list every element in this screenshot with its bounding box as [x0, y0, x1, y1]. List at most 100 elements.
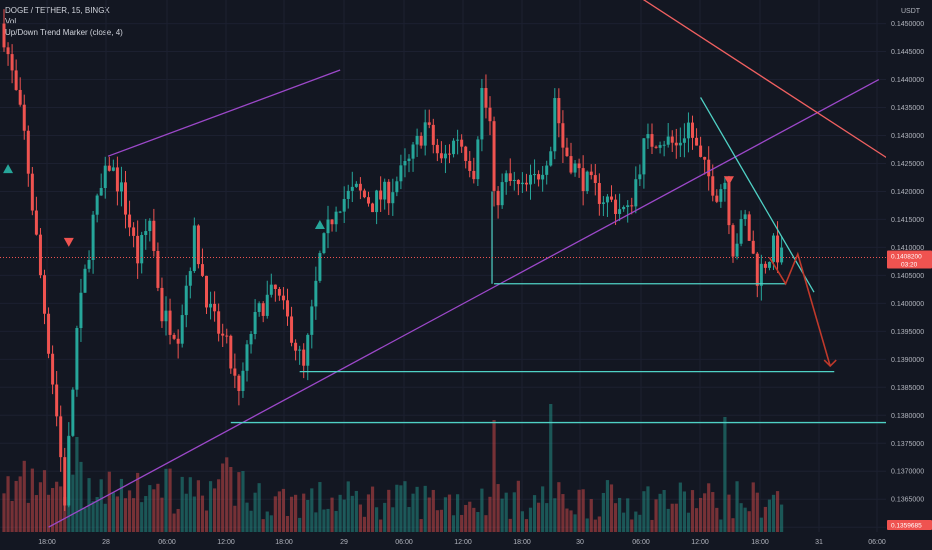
candle [452, 138, 456, 158]
candle [759, 254, 763, 301]
candle [67, 422, 71, 508]
volume-bar [59, 486, 63, 532]
candle [626, 200, 630, 223]
volume-bar [763, 506, 767, 532]
volume-bar [213, 488, 217, 532]
symbol-title[interactable]: DOGE / TETHER, 15, BINGX [5, 6, 110, 15]
candle [711, 164, 715, 202]
volume-bar [719, 519, 723, 532]
candle [346, 184, 350, 209]
time-tick-label: 12:00 [691, 539, 709, 546]
volume-bar [613, 503, 618, 532]
volume-bar [192, 496, 196, 532]
candle [55, 371, 59, 427]
candle [192, 217, 196, 273]
volume-bar [528, 507, 533, 532]
volume-bar [646, 486, 650, 532]
volume-bar [83, 508, 87, 532]
candle [674, 128, 678, 159]
volume-bar [419, 519, 423, 532]
time-tick-label: 31 [815, 539, 823, 546]
candle [431, 118, 435, 154]
candle [423, 109, 427, 156]
candle [362, 188, 366, 199]
volume-bar [472, 507, 476, 532]
candle [678, 127, 682, 157]
price-tick-label: 0.1380000 [891, 413, 924, 420]
candle [439, 141, 443, 164]
price-tick-label: 0.1445000 [891, 49, 924, 56]
channel-upper-line[interactable] [107, 69, 341, 157]
volume-bar [650, 519, 654, 532]
candle [176, 329, 180, 359]
projection-arrow [823, 359, 837, 368]
resistance-line[interactable] [612, 0, 888, 159]
volume-label[interactable]: Vol [5, 17, 17, 26]
candle [472, 157, 476, 184]
indicator-label[interactable]: Up/Down Trend Marker (close, 4) [5, 28, 123, 37]
volume-bar [115, 496, 119, 532]
candle [144, 218, 148, 250]
candle [395, 176, 399, 197]
volume-bar [229, 466, 233, 532]
volume-bar [670, 503, 674, 532]
candle [310, 299, 314, 349]
volume-bar [520, 511, 524, 532]
candle [273, 284, 277, 302]
volume-bar [314, 512, 318, 532]
candle [739, 210, 743, 247]
candle [553, 88, 557, 160]
trend-down-marker [723, 176, 734, 186]
volume-bar [184, 493, 188, 532]
chart-legend: DOGE / TETHER, 15, BINGX Vol Up/Down Tre… [5, 5, 123, 38]
candle [670, 130, 674, 152]
volume-bar [626, 498, 630, 532]
last-price-tag [887, 250, 932, 269]
volume-bar [160, 497, 164, 532]
candle [269, 273, 273, 298]
volume-bar [399, 485, 403, 532]
candle [545, 160, 549, 185]
candle [10, 44, 14, 84]
projection-path[interactable] [768, 251, 831, 367]
volume-bar [338, 494, 342, 532]
volume-bar [233, 505, 237, 532]
candle [103, 156, 107, 199]
volume-bar [780, 504, 784, 532]
volume-bar [642, 491, 646, 532]
candle [375, 189, 379, 225]
channel-lower-line[interactable] [48, 78, 880, 528]
candle [111, 159, 115, 172]
volume-bar [302, 493, 306, 532]
volume-bar [103, 503, 107, 532]
time-tick-label: 06:00 [158, 539, 176, 546]
candle [707, 146, 711, 191]
volume-bar [447, 494, 452, 532]
drawings[interactable] [0, 0, 932, 528]
candle [399, 154, 403, 190]
volume-bar [387, 489, 391, 532]
candle [589, 164, 593, 180]
price-tick-label: 0.1375000 [891, 441, 924, 448]
time-tick-label: 18:00 [38, 539, 56, 546]
candle [723, 176, 727, 202]
candle [581, 155, 585, 206]
price-axis[interactable] [886, 0, 932, 550]
candle [529, 164, 532, 200]
candle [87, 250, 91, 273]
volume-bar [703, 493, 707, 532]
volume-tag [887, 520, 932, 530]
candle [330, 219, 334, 232]
candle [281, 287, 285, 310]
volume-bar [524, 519, 529, 532]
trend-up-marker [3, 164, 14, 174]
time-axis[interactable] [0, 532, 932, 550]
candle [614, 194, 618, 225]
candle [221, 323, 225, 348]
candle [115, 156, 119, 206]
volume-bar [22, 460, 26, 532]
volume-bar [253, 492, 257, 532]
volume-bar [516, 480, 520, 532]
